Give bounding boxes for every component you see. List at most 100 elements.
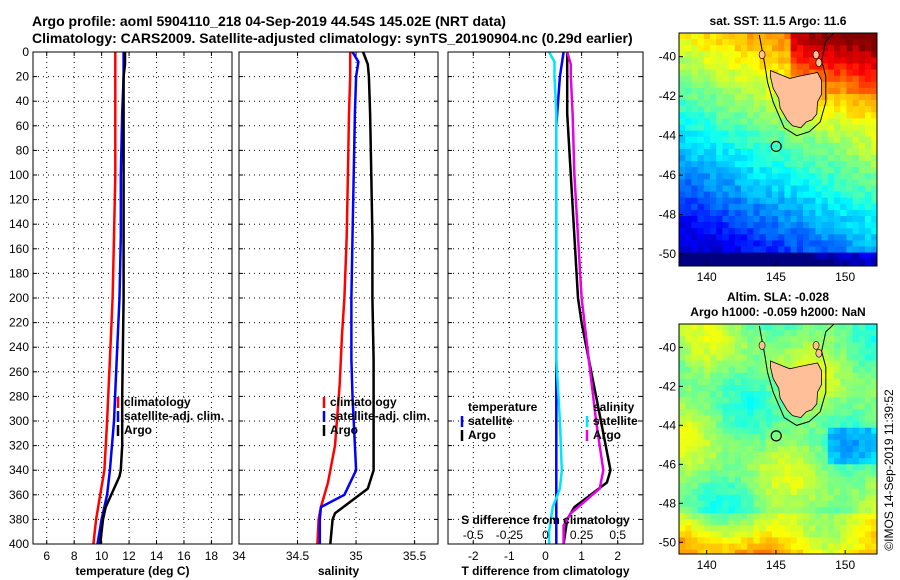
map-cell: [827, 525, 835, 532]
map-cell: [691, 452, 699, 459]
map-cell: [865, 130, 872, 138]
map-cell: [871, 360, 877, 368]
map-cell: [722, 348, 730, 356]
map-cell: [722, 452, 730, 459]
map-cell: [697, 366, 705, 374]
map-cell: [778, 494, 785, 502]
map-cell: [691, 142, 699, 150]
map-cell: [846, 385, 854, 392]
map-cell: [765, 246, 773, 254]
map-cell: [840, 179, 847, 187]
map-cell: [703, 252, 711, 260]
map-cell: [858, 348, 866, 356]
map-cell: [765, 167, 773, 174]
map-cell: [852, 246, 860, 254]
map-cell: [772, 500, 779, 508]
map-cell: [796, 258, 804, 266]
map-cell: [840, 397, 847, 404]
map-cell: [790, 51, 798, 58]
map-cell: [796, 488, 804, 496]
map-cell: [697, 57, 705, 65]
map-cell: [865, 155, 872, 162]
map-cell: [871, 264, 877, 266]
map-cell: [772, 525, 779, 532]
map-cell: [679, 366, 686, 374]
difference-panel: -2 -1 0 1 2T difference from climatologytemp…: [447, 51, 644, 578]
temperature-panel: 0204060801001201401601802002202402602803…: [9, 45, 233, 578]
map-cell: [679, 100, 686, 107]
map-cell: [765, 427, 773, 435]
map-cell: [759, 421, 767, 429]
map-cell: [741, 433, 748, 441]
map-cell: [821, 234, 829, 241]
map-cell: [846, 185, 854, 193]
map-cell: [685, 264, 692, 266]
map-cell: [722, 161, 730, 168]
map-cell: [827, 494, 835, 502]
map-cell: [741, 519, 748, 526]
map-cell: [734, 203, 742, 211]
map-cell: [722, 136, 730, 144]
map-cell: [679, 75, 686, 83]
map-cell: [790, 525, 798, 532]
map-cell: [728, 385, 736, 392]
map-cell: [685, 45, 692, 52]
map-cell: [815, 531, 823, 539]
map-cell: [679, 513, 686, 520]
map-cell: [809, 324, 816, 331]
map-cell: [685, 81, 692, 89]
map-cell: [834, 452, 841, 459]
map-cell: [716, 439, 723, 447]
map-cell: [722, 549, 730, 554]
map-cell: [809, 543, 816, 551]
map-cell: [871, 258, 877, 266]
map-cell: [697, 203, 705, 211]
map-cell: [703, 264, 711, 266]
map-cell: [691, 330, 699, 337]
map-cell: [834, 63, 841, 71]
map-cell: [765, 179, 773, 187]
map-cell: [703, 378, 711, 386]
map-cell: [858, 252, 866, 260]
map-cell: [741, 464, 748, 471]
map-cell: [685, 63, 692, 71]
map-cell: [685, 342, 692, 349]
map-cell: [734, 543, 742, 551]
map-cell: [858, 421, 866, 429]
map-cell: [734, 258, 742, 266]
map-cell: [803, 161, 810, 168]
map-cell: [716, 433, 723, 441]
x-tick-label-2: 0: [542, 549, 549, 563]
map-cell: [865, 464, 872, 471]
map-cell: [809, 39, 816, 46]
map-cell: [772, 507, 779, 514]
map-cell: [716, 106, 723, 113]
map-cell: [741, 197, 748, 205]
map-cell: [834, 124, 841, 132]
map-cell: [722, 531, 730, 539]
map-cell: [772, 476, 779, 484]
map-cell: [753, 397, 761, 404]
map-y-label-1: -42: [659, 89, 677, 103]
map-cell: [772, 482, 779, 490]
map-cell: [716, 203, 723, 211]
map-cell: [765, 148, 773, 156]
map-cell: [716, 87, 723, 95]
map-cell: [846, 494, 854, 502]
map-cell: [685, 39, 692, 46]
map-cell: [778, 185, 785, 193]
map-cell: [790, 185, 798, 193]
map-cell: [852, 391, 860, 398]
map-cell: [710, 354, 717, 362]
map-cell: [747, 348, 754, 356]
map-cell: [846, 452, 854, 459]
map-cell: [728, 397, 736, 404]
map-cell: [703, 112, 711, 119]
map-cell: [679, 507, 686, 514]
map-cell: [840, 51, 847, 58]
map-cell: [697, 51, 705, 58]
map-cell: [716, 415, 723, 423]
map-cell: [722, 543, 730, 551]
map-cell: [703, 142, 711, 150]
map-cell: [834, 488, 841, 496]
